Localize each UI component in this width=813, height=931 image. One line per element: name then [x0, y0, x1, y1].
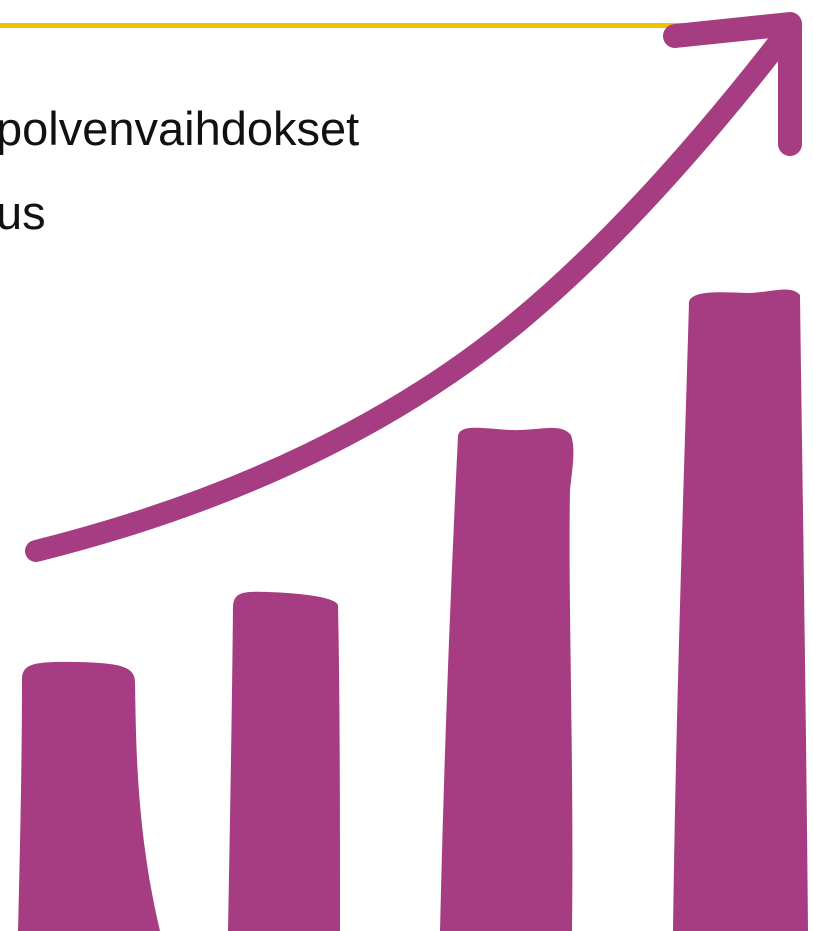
bar-1 [18, 661, 160, 931]
bar-3 [440, 427, 574, 931]
bullet-text-1: polvenvaihdokset [0, 102, 360, 155]
bar-2 [228, 591, 340, 931]
rising-arrow-shaft [25, 17, 801, 562]
bar-4 [673, 289, 808, 931]
title-underline [0, 23, 764, 28]
bullet-text-2: us [0, 186, 46, 239]
arrowhead-icon [663, 12, 802, 156]
